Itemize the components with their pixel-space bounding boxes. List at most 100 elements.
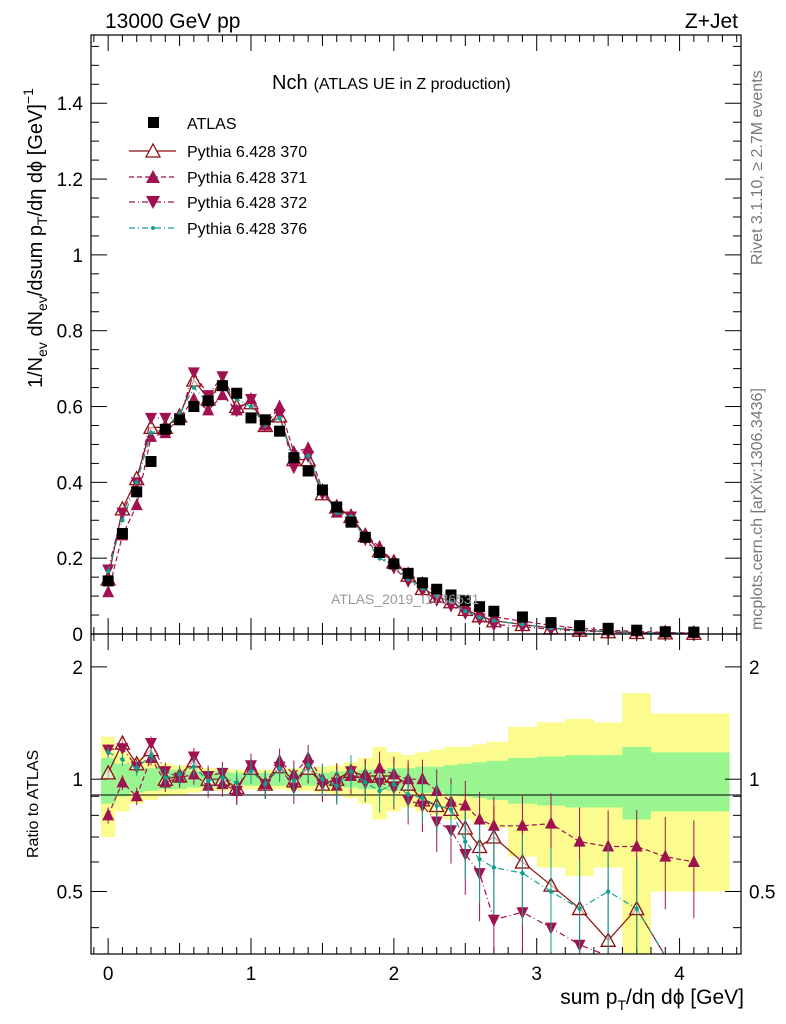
legend-label-371: Pythia 6.428 371 [187,170,307,187]
ratio-series-point [277,766,282,771]
atlas-data-point [288,452,300,464]
legend-marker-376 [151,226,155,230]
ratio-band-inner [593,755,623,808]
main-ytick-label: 0.6 [57,398,83,419]
atlas-data-point [345,516,357,528]
atlas-data-point [488,605,500,617]
ratio-series-layer [100,734,700,954]
rivet-side-label: Rivet 3.1.10, ≥ 2.7M events [749,70,766,265]
ratio-series-point [145,738,157,751]
main-series-point [277,415,282,421]
process-label: Z+Jet [685,10,738,33]
main-series-point [487,619,500,632]
ratio-series-point [477,857,482,862]
ratio-series-point [100,764,117,780]
ratio-series-point [205,778,211,784]
atlas-data-point [574,620,586,632]
x-tick-label: 0 [103,964,114,985]
ratio-series-point [630,839,643,852]
main-series-point [520,622,525,627]
ratio-series-point [687,854,700,867]
atlas-data-point [631,624,643,636]
main-ytick-label: 0.8 [57,322,83,343]
atlas-data-point [159,423,171,435]
ratio-series-point [516,818,529,831]
main-series-point [187,391,200,404]
ratio-ytick-label: 0.5 [57,883,83,904]
ratio-series-point [520,870,525,876]
atlas-data-point [102,575,114,587]
main-series-point [305,453,311,459]
main-series-point [102,585,115,598]
ratio-series-point [163,775,168,780]
atlas-data-point [388,558,400,570]
atlas-data-point [374,546,386,558]
atlas-data-point [402,567,414,579]
ratio-ytick-label-right: 0.5 [749,883,775,904]
main-series-point [134,480,139,485]
ratio-series-point [120,757,125,762]
energy-label: 13000 GeV pp [105,10,240,33]
ratio-ytick-label: 2 [72,658,83,679]
atlas-data-point [688,626,700,638]
ratio-band-inner [679,752,730,812]
ratio-series-point [248,769,254,774]
ratio-plot-panel: 0 1 2 3 4 0.5 0.5 1 1 2 2 Ratio to ATLAS [25,633,775,985]
main-series-point [230,405,243,418]
ratio-series-point [473,812,486,825]
atlas-data-point [474,601,486,613]
main-series-point [273,409,286,422]
atlas-data-point [545,617,557,629]
atlas-data-point [174,414,186,426]
main-ylabel: 1/Nev dNev/dsum pT/dη dϕ [GeV]−1 [20,88,50,388]
main-series-point [273,399,286,412]
legend-label-370: Pythia 6.428 370 [187,144,307,161]
main-ytick-label: 0 [72,625,83,646]
main-series-point [434,593,439,599]
ratio-band-inner [458,763,473,797]
main-series-point [463,609,468,614]
atlas-data-point [659,626,671,638]
ratio-band-inner [486,760,509,800]
ratio-band-inner [622,746,651,820]
ratio-series-point [459,798,472,811]
ratio-series-point [320,776,325,782]
ratio-series-point [487,914,500,927]
ratio-series-point [491,865,497,870]
main-series-point [116,507,129,520]
main-series-point [287,462,300,475]
atlas-data-point [431,583,443,595]
ratio-series-point [363,780,368,785]
ratio-series-point [263,781,268,787]
plot-title-main: Nch (ATLAS UE in Z production) [272,72,511,94]
ratio-ytick-label-right: 2 [749,658,760,679]
ratio-series-point [148,752,154,758]
atlas-data-point [216,380,228,392]
ratio-series-point [377,788,382,794]
ratio-series-point [391,781,397,787]
main-series-point [248,404,254,409]
main-series-point [448,599,454,604]
ratio-series-point [134,766,139,771]
main-series-line [107,394,694,634]
main-series-point [159,412,172,425]
main-series-point [120,518,125,523]
main-ytick-label: 1.2 [57,170,83,191]
ratio-series-point [116,775,129,788]
ratio-series-point [405,792,411,797]
ratio-series-point [448,807,454,812]
main-ytick-label: 1.4 [57,94,84,115]
ratio-series-point [659,849,672,862]
ratio-series-point [602,839,615,852]
legend: ATLAS Pythia 6.428 370 Pythia 6.428 371 … [129,116,307,238]
main-series-point [130,498,143,511]
ratio-band-inner [651,752,680,812]
main-series-point [202,403,215,416]
atlas-data-point [145,456,157,468]
atlas-data-point [231,387,243,399]
ratio-series-line [107,756,694,863]
atlas-data-point [259,414,271,426]
atlas-data-point [359,531,371,543]
main-series-point [245,393,257,406]
